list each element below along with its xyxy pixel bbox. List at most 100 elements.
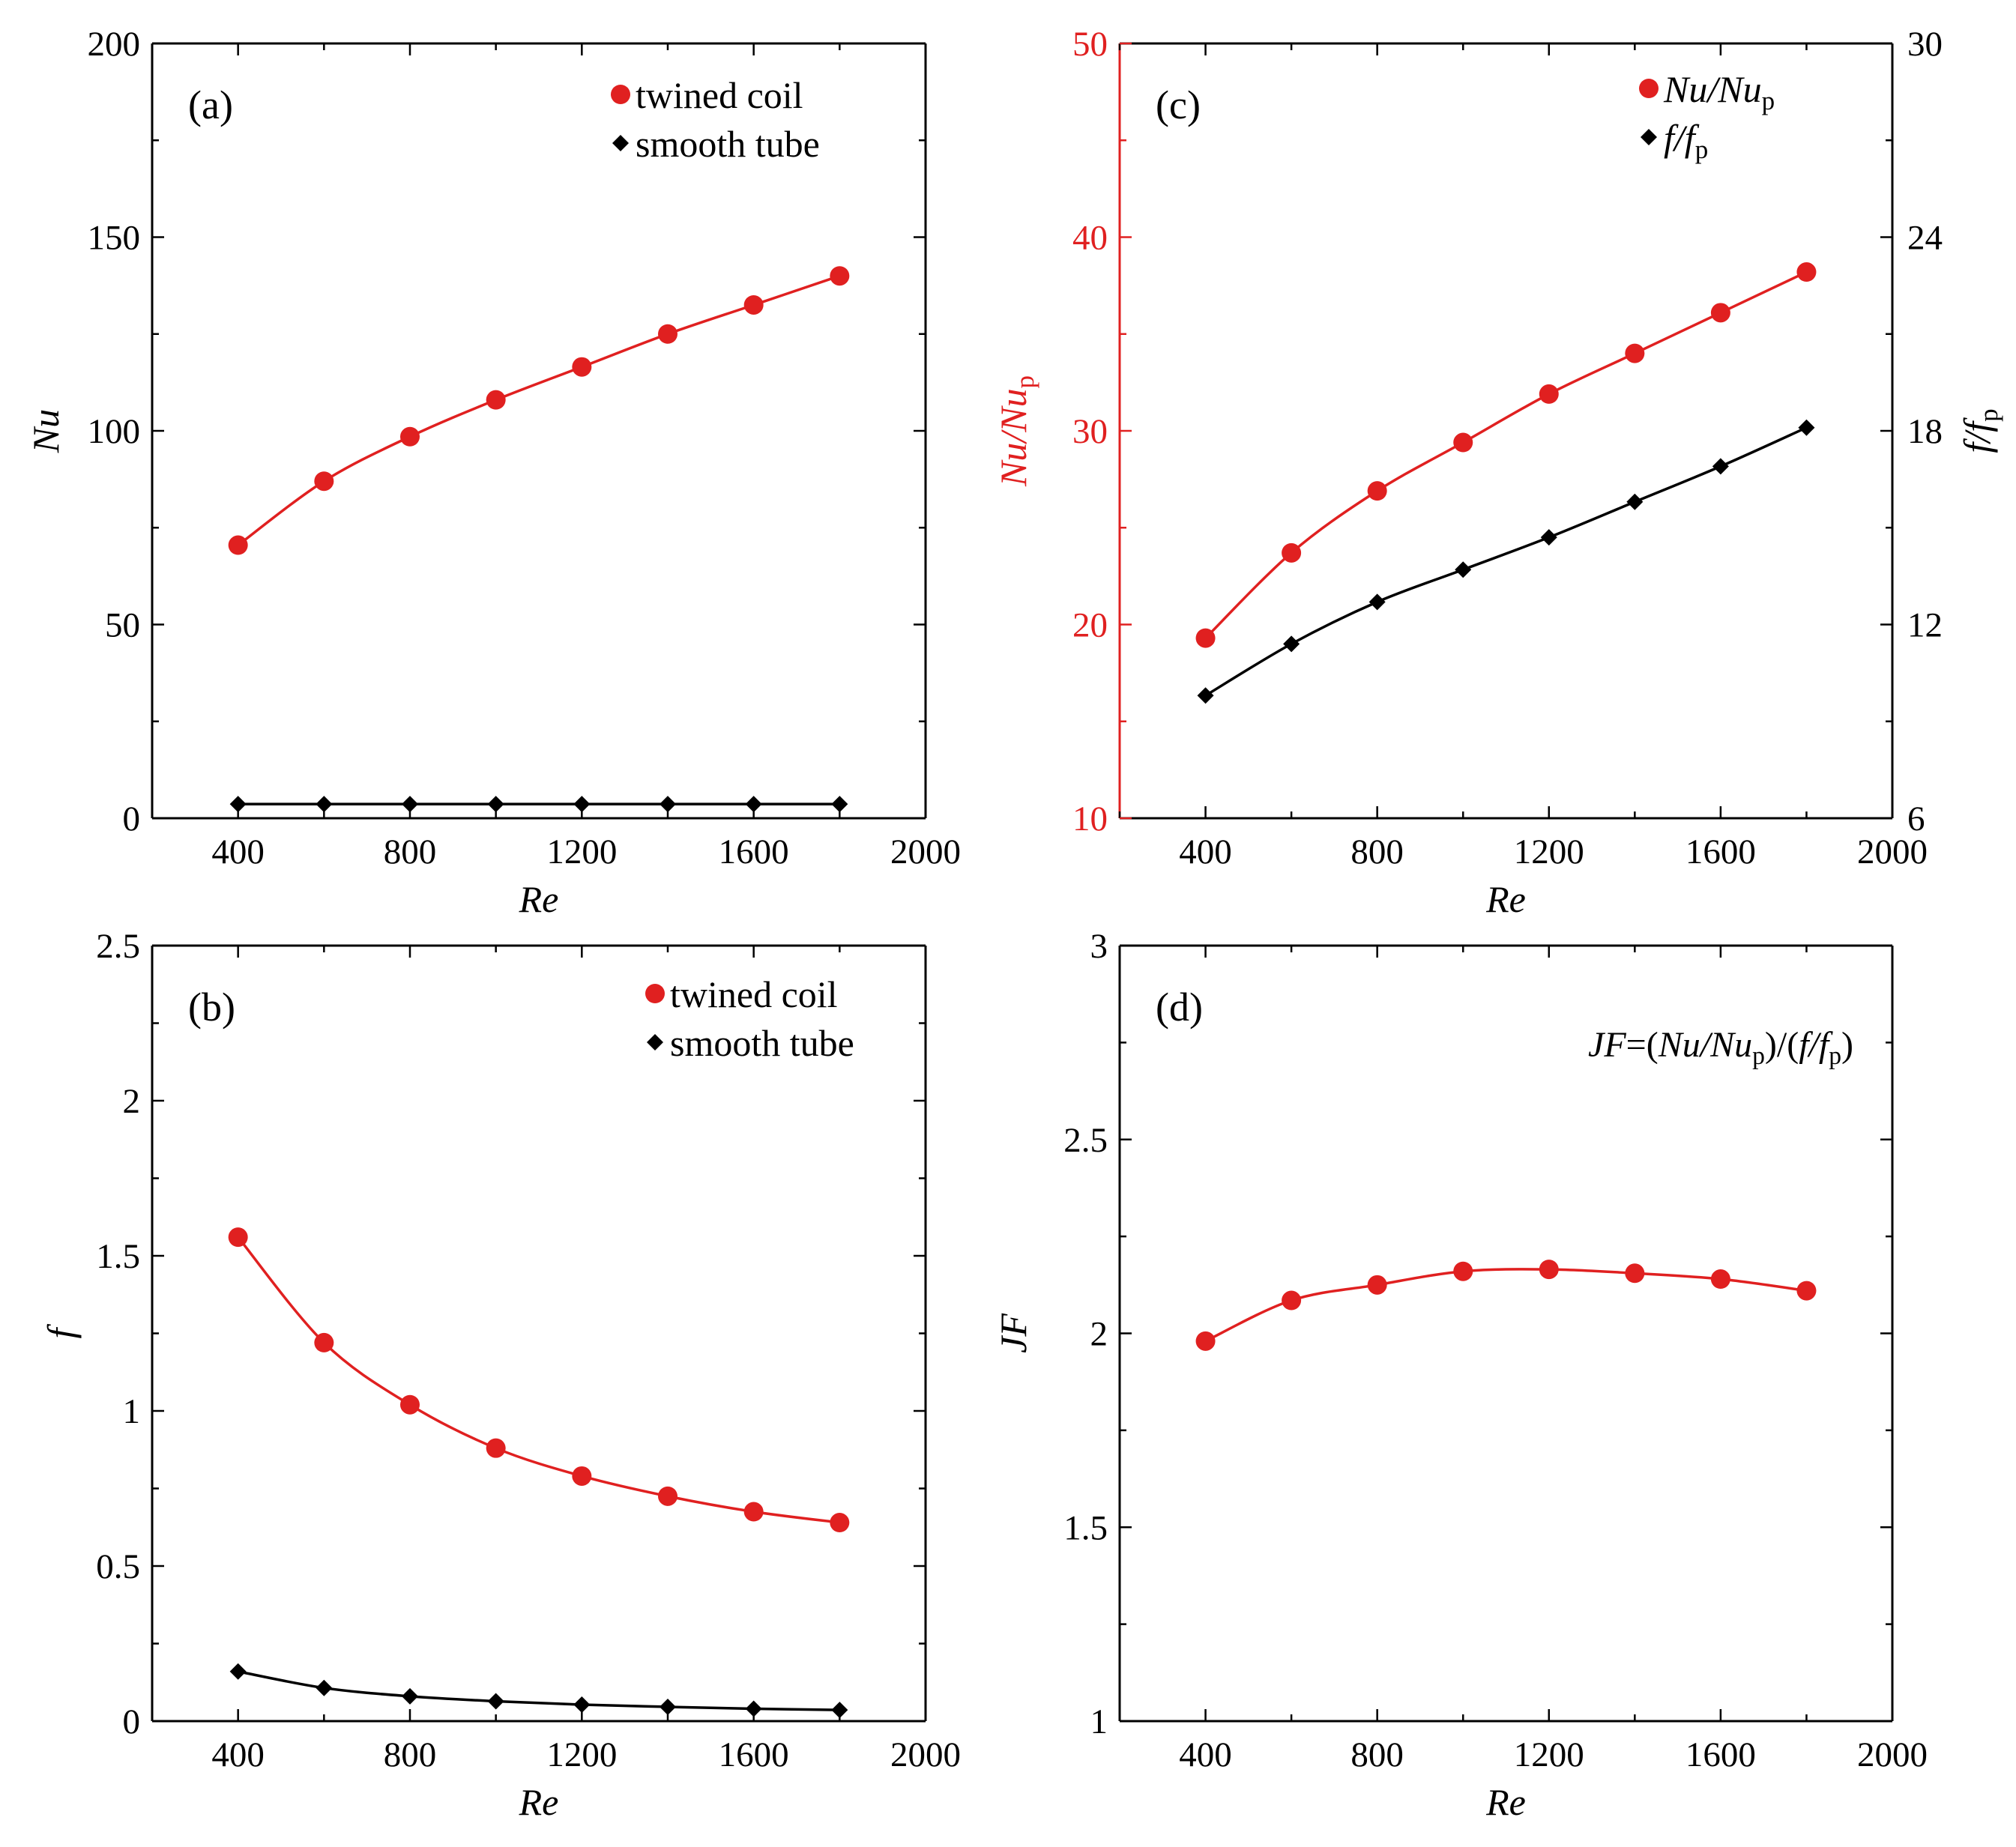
y2-tick-label: 30: [1907, 25, 1943, 64]
formula-annotation: JF=(Nu/Nup)/(f/fp): [1588, 1025, 1853, 1070]
x-tick-label: 1600: [1685, 832, 1756, 871]
x-tick-label: 400: [211, 1735, 265, 1774]
data-point: [830, 1513, 850, 1533]
data-point: [1796, 262, 1817, 282]
x-tick-label: 400: [1179, 1735, 1232, 1774]
legend-marker: [611, 85, 630, 104]
data-point: [658, 1486, 677, 1506]
data-point: [316, 796, 333, 813]
y-axis-label: JF: [992, 1314, 1034, 1353]
chart-panel-d: 400 800 1200 1600 2000 1 1.5 2 2.5 3 Re JF (d) JF=(Nu…: [992, 927, 1928, 1823]
x-tick-label: 1600: [1685, 1735, 1756, 1774]
y2-tick-label: 18: [1907, 412, 1943, 451]
y-tick-label: 0.5: [96, 1547, 140, 1586]
y-tick-label: 40: [1072, 219, 1108, 258]
series-line-1: [1204, 426, 1808, 697]
legend-marker: [1641, 129, 1657, 145]
data-point: [402, 796, 418, 813]
data-point: [1625, 343, 1645, 363]
data-point: [660, 796, 676, 813]
data-point: [486, 390, 506, 410]
data-point: [229, 1663, 247, 1680]
y-tick-label: 1.5: [1063, 1508, 1108, 1547]
y-axis-label: f: [40, 1323, 82, 1338]
data-point: [400, 1394, 420, 1415]
data-point: [402, 1687, 418, 1705]
data-point: [1540, 529, 1557, 546]
y-tick-label: 30: [1072, 412, 1108, 451]
data-point: [573, 796, 591, 813]
y-axis-label: Nu/Nup: [992, 375, 1039, 487]
x-tick-label: 1600: [719, 832, 789, 871]
data-point: [1710, 1269, 1730, 1290]
x-tick-label: 1200: [546, 1735, 617, 1774]
chart-panel-b: 400 800 1200 1600 2000 0 0.5 1 1.5 2 2.5 Re f (b) twin…: [40, 927, 961, 1823]
series-line-0: [237, 274, 840, 546]
data-point: [1712, 458, 1729, 475]
y-tick-label: 20: [1072, 606, 1108, 645]
y-tick-label: 3: [1090, 927, 1108, 966]
y-tick-label: 50: [1072, 25, 1108, 64]
x-tick-label: 2000: [1857, 1735, 1928, 1774]
data-point: [572, 1466, 592, 1486]
series-line-0: [1204, 270, 1808, 639]
data-point: [1453, 432, 1473, 453]
x-tick-label: 400: [211, 832, 265, 871]
data-point: [1626, 493, 1644, 510]
data-point: [831, 1702, 848, 1719]
legend-label: f/fp: [1664, 117, 1708, 164]
data-point: [1197, 687, 1214, 704]
y-tick-label: 2.5: [96, 927, 140, 966]
data-point: [1283, 635, 1300, 653]
data-point: [400, 426, 420, 447]
data-point: [1367, 481, 1387, 501]
legend-label: smooth tube: [670, 1022, 854, 1064]
data-point: [658, 324, 677, 344]
data-point: [572, 357, 592, 377]
y-tick-label: 1: [123, 1392, 141, 1431]
y-tick-label: 150: [88, 219, 141, 258]
y-tick-label: 0: [123, 799, 141, 838]
x-axis-label: Re: [1485, 878, 1526, 920]
data-point: [1453, 1261, 1473, 1281]
x-tick-label: 2000: [890, 1735, 961, 1774]
data-point: [831, 796, 848, 813]
data-point: [487, 796, 504, 813]
panel-label: (c): [1156, 82, 1201, 127]
legend-marker: [1639, 79, 1659, 98]
legend-marker: [645, 984, 665, 1003]
data-point: [228, 535, 248, 555]
panel-label: (a): [188, 82, 233, 127]
x-tick-label: 2000: [1857, 832, 1928, 871]
chart-panel-a: 400 800 1200 1600 2000 0 50 100 150 200 Re Nu (a) twi…: [25, 25, 961, 920]
y-tick-label: 200: [88, 25, 141, 64]
x-tick-label: 800: [384, 832, 437, 871]
data-point: [1798, 419, 1815, 436]
y-tick-label: 0: [123, 1702, 141, 1741]
legend-label: Nu/Nup: [1663, 68, 1775, 115]
y2-tick-label: 6: [1907, 799, 1925, 838]
panel-label: (d): [1156, 985, 1203, 1030]
x-tick-label: 800: [1350, 1735, 1404, 1774]
y-tick-label: 10: [1072, 799, 1108, 838]
data-point: [1539, 1260, 1559, 1280]
x-tick-label: 1200: [1514, 1735, 1584, 1774]
data-point: [1282, 1290, 1302, 1311]
data-point: [314, 1332, 334, 1352]
series-line-1: [238, 1670, 840, 1711]
legend-label: smooth tube: [636, 123, 820, 165]
data-point: [486, 1438, 506, 1458]
data-point: [229, 796, 247, 813]
data-point: [1195, 1331, 1216, 1351]
legend-label: twined coil: [636, 74, 803, 116]
data-point: [745, 796, 762, 813]
data-point: [1455, 561, 1472, 578]
x-tick-label: 2000: [890, 832, 961, 871]
legend-marker: [647, 1034, 663, 1051]
data-point: [314, 471, 334, 492]
data-point: [573, 1696, 591, 1714]
data-point: [1195, 628, 1216, 648]
x-tick-label: 400: [1179, 832, 1232, 871]
x-tick-label: 800: [384, 1735, 437, 1774]
